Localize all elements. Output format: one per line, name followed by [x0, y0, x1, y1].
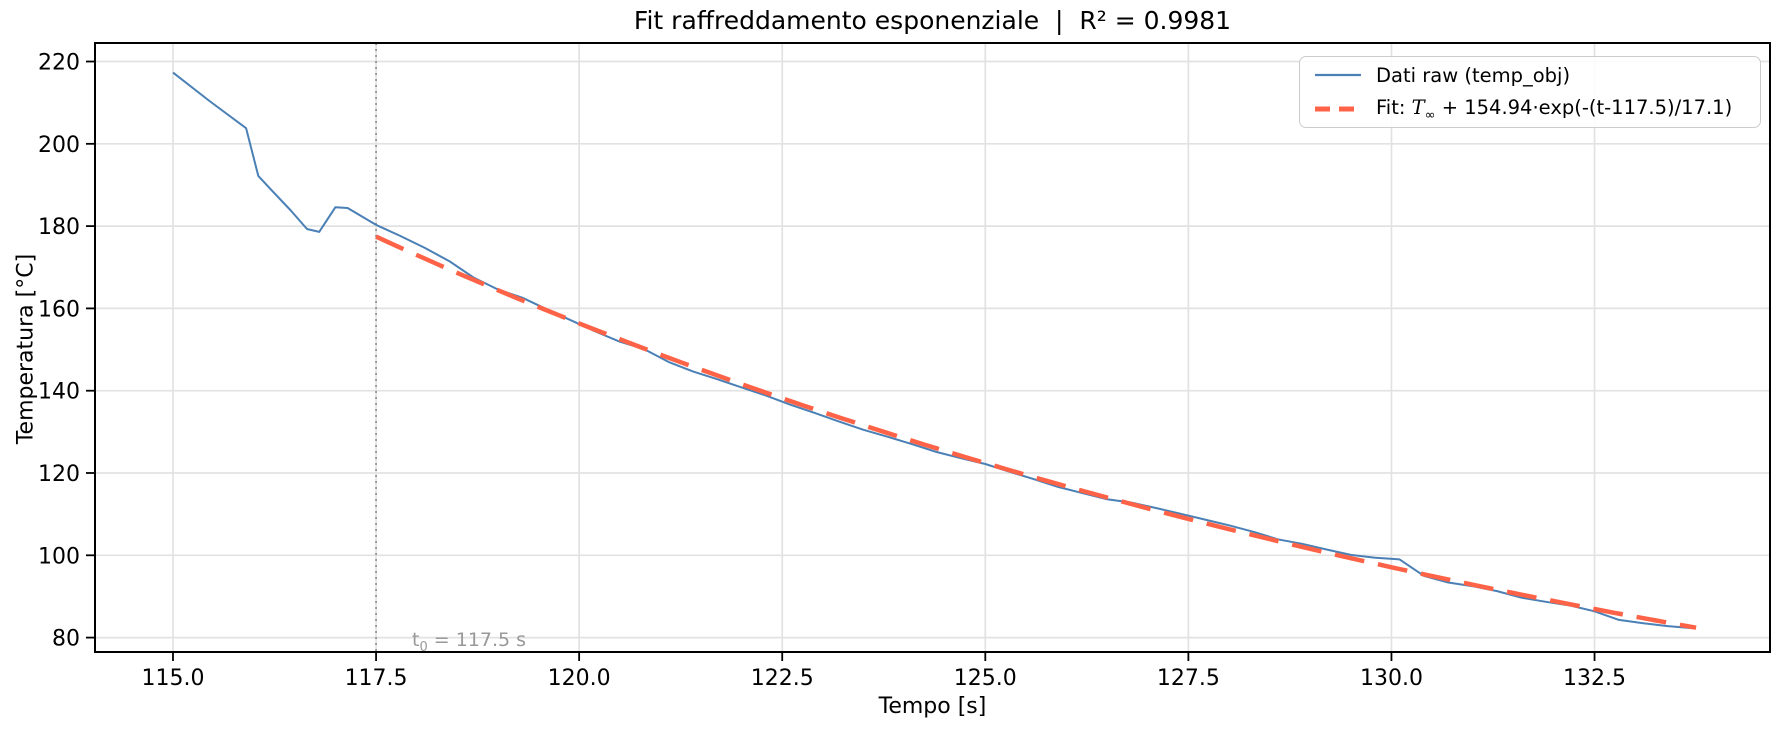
legend-fit-label: Fit: T∞ + 154.94·exp(-(t-117.5)/17.1) [1376, 96, 1732, 123]
y-tick-label: 80 [52, 627, 80, 652]
chart-title: Fit raffreddamento esponenziale | R² = 0… [633, 6, 1232, 35]
x-axis-label: Tempo [s] [878, 694, 987, 719]
x-tick-label: 115.0 [141, 666, 204, 691]
x-tick-label: 127.5 [1157, 666, 1220, 691]
legend-entry-raw: Dati raw (temp_obj) [1314, 61, 1750, 89]
legend-fit-T-symbol: T [1411, 95, 1425, 119]
axes-spines [94, 42, 1771, 653]
t0-annotation-subscript: 0 [419, 639, 428, 655]
legend-entry-fit: Fit: T∞ + 154.94·exp(-(t-117.5)/17.1) [1314, 95, 1750, 123]
y-tick-label: 200 [38, 133, 80, 158]
x-tick-label: 132.5 [1563, 666, 1626, 691]
x-tick-label: 122.5 [751, 666, 814, 691]
x-tick-label: 117.5 [345, 666, 408, 691]
x-tick-label: 130.0 [1360, 666, 1423, 691]
y-axis-label: Temperatura [°C] [13, 253, 39, 445]
legend-fit-T-subscript: ∞ [1424, 107, 1436, 123]
t0-annotation-symbol: t [412, 629, 420, 651]
fit-line [375, 234, 1697, 630]
t0-annotation: t0 = 117.5 s [412, 629, 526, 655]
fit-dash-swatch-icon [1315, 106, 1361, 112]
legend-raw-label: Dati raw (temp_obj) [1376, 63, 1571, 87]
t0-annotation-value: = 117.5 s [427, 629, 527, 651]
y-tick-label: 140 [38, 380, 80, 405]
legend-fit-expression: + 154.94·exp(-(t-117.5)/17.1) [1435, 95, 1733, 119]
y-tick-label: 160 [38, 297, 80, 322]
legend-fit-prefix: Fit: [1376, 95, 1412, 119]
legend: Dati raw (temp_obj) Fit: T∞ + 154.94·exp… [1299, 56, 1761, 128]
x-tick-label: 120.0 [548, 666, 611, 691]
y-tick-label: 220 [38, 51, 80, 76]
raw-line-swatch-icon [1315, 73, 1361, 77]
y-tick-label: 120 [38, 462, 80, 487]
y-tick-label: 180 [38, 215, 80, 240]
y-tick-label: 100 [38, 544, 80, 569]
raw-data-line [172, 71, 1693, 630]
x-tick-label: 125.0 [954, 666, 1017, 691]
